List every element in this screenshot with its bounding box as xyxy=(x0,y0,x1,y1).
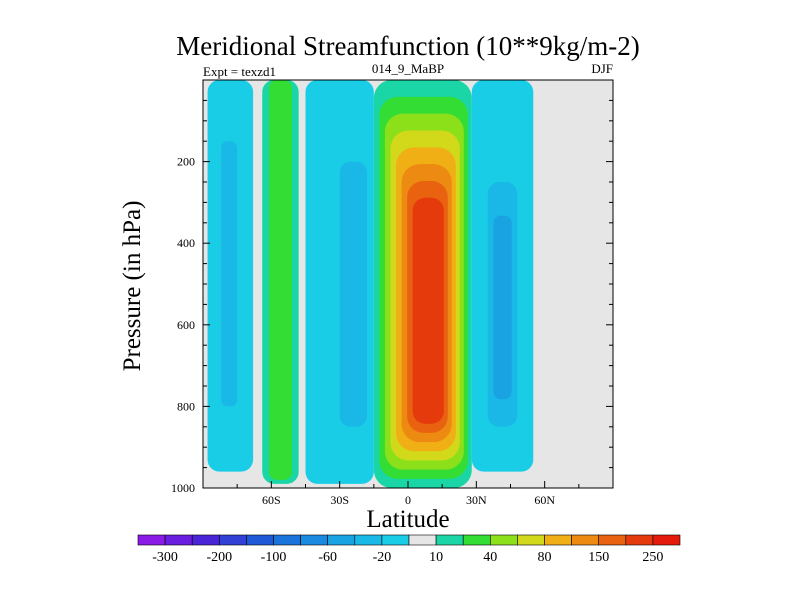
y-tick-label: 600 xyxy=(177,318,195,332)
x-tick-label: 60S xyxy=(262,493,281,507)
colorbar-swatch xyxy=(273,534,301,546)
x-tick-label: 60N xyxy=(534,493,555,507)
colorbar-swatch xyxy=(137,534,166,546)
colorbar-label: -60 xyxy=(318,550,337,565)
contour-field xyxy=(207,80,534,488)
colorbar-swatch xyxy=(571,534,599,546)
contour-band-southern-subtropics-core-0 xyxy=(339,161,367,427)
x-tick-label: 30N xyxy=(466,493,487,507)
x-tick-label: 0 xyxy=(405,493,411,507)
x-axis: 60S 30S 0 30N 60N xyxy=(236,481,580,507)
colorbar-label: -200 xyxy=(206,550,232,565)
colorbar-swatch xyxy=(544,534,572,546)
x-tick-label: 30S xyxy=(330,493,349,507)
colorbar: -300 -200 -100 -60 -20 10 40 80 150 250 xyxy=(137,534,681,565)
x-axis-label: Latitude xyxy=(366,506,449,533)
colorbar-label: 10 xyxy=(429,550,443,565)
colorbar-swatch xyxy=(191,534,220,546)
colorbar-swatch xyxy=(517,534,545,546)
colorbar-swatch xyxy=(598,534,627,546)
colorbar-swatch xyxy=(354,534,383,546)
chart-title: Meridional Streamfunction (10**9kg/m-2) xyxy=(176,31,639,61)
chart-subtitle-left: Expt = texzd1 xyxy=(203,64,276,79)
colorbar-swatch xyxy=(652,534,681,546)
y-tick-label: 400 xyxy=(177,236,195,250)
colorbar-label: 150 xyxy=(588,550,609,565)
colorbar-label: -100 xyxy=(261,550,287,565)
y-tick-label: 1000 xyxy=(171,481,195,495)
colorbar-swatch xyxy=(327,534,356,546)
colorbar-swatch xyxy=(489,534,518,546)
contour-band-hadley-cell-7 xyxy=(412,197,444,424)
contour-band-southern-ferrel-cell-core xyxy=(269,80,292,480)
y-axis-label: Pressure (in hPa) xyxy=(119,201,146,372)
colorbar-label: 80 xyxy=(538,550,552,565)
colorbar-swatch xyxy=(408,534,437,546)
colorbar-swatch xyxy=(219,534,247,546)
colorbar-label: -20 xyxy=(373,550,392,565)
colorbar-swatch xyxy=(462,534,491,546)
colorbar-label: 40 xyxy=(483,550,497,565)
colorbar-swatch xyxy=(625,534,654,546)
chart-subtitle-center: 014_9_MaBP xyxy=(372,61,444,76)
colorbar-swatch xyxy=(435,534,464,546)
contour-band-south-polar-inner-band-0 xyxy=(221,141,238,407)
y-tick-label: 800 xyxy=(177,399,195,413)
colorbar-swatch xyxy=(164,534,193,546)
chart-subtitle-right: DJF xyxy=(591,61,613,76)
y-tick-label: 200 xyxy=(177,155,195,169)
colorbar-label: -300 xyxy=(152,550,178,565)
colorbar-swatch xyxy=(381,534,410,546)
colorbar-label: 250 xyxy=(642,550,663,565)
contour-band-northern-ferrel-core-1 xyxy=(493,215,512,400)
y-axis: 200 400 600 800 1000 xyxy=(171,99,613,495)
colorbar-swatch xyxy=(300,534,329,546)
colorbar-swatch xyxy=(246,534,274,546)
